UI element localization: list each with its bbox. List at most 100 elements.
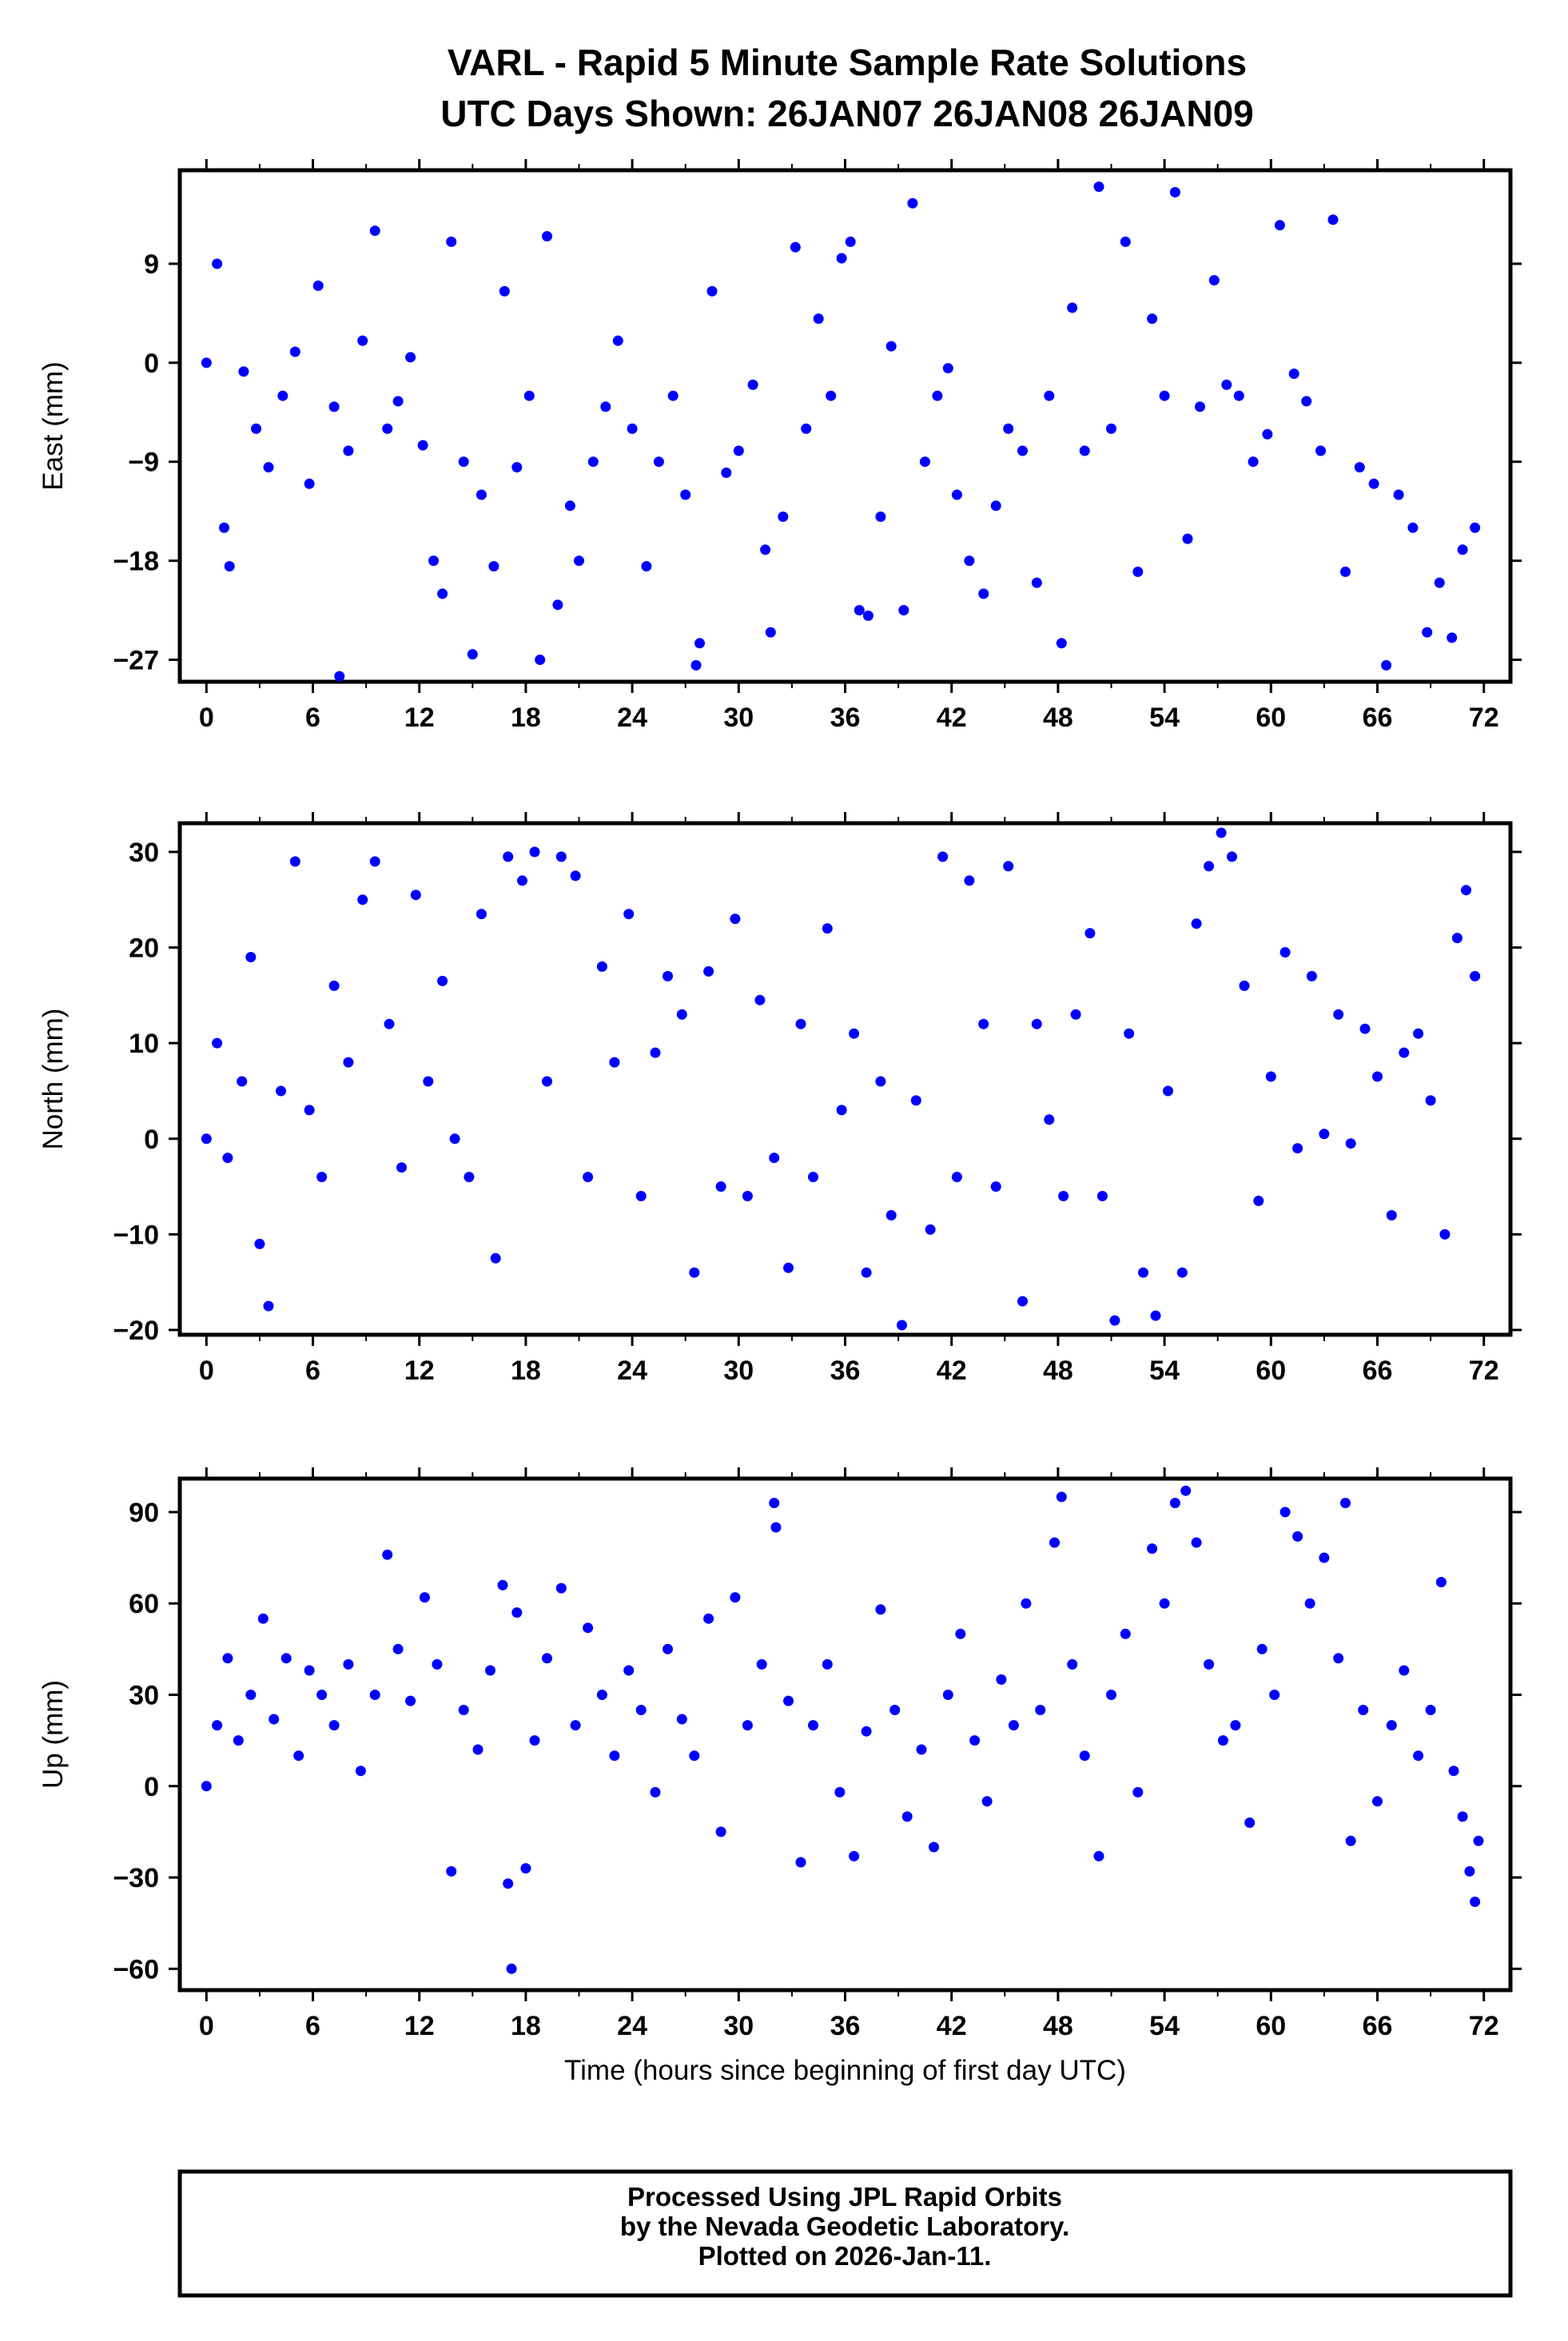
east-y-tick-label: 9 — [144, 249, 159, 280]
up-data-point — [1191, 1537, 1202, 1548]
up-data-point — [1386, 1720, 1397, 1731]
north-data-point — [1461, 885, 1471, 896]
up-x-tick-label: 66 — [1363, 2011, 1393, 2041]
north-data-point — [1031, 1018, 1042, 1029]
north-data-point — [357, 894, 368, 906]
east-data-point — [1120, 237, 1131, 247]
east-data-point — [765, 627, 776, 638]
east-data-point — [1221, 379, 1232, 390]
east-data-point — [1147, 313, 1158, 324]
east-data-point — [1457, 544, 1468, 555]
up-data-point — [328, 1720, 340, 1731]
north-data-point — [464, 1172, 475, 1183]
east-data-point — [667, 390, 679, 401]
east-data-point — [1067, 302, 1078, 313]
north-data-point — [978, 1018, 989, 1029]
up-y-tick-label: 0 — [144, 1772, 159, 1802]
up-data-point — [542, 1653, 552, 1664]
north-data-point — [201, 1133, 212, 1145]
east-data-point — [382, 423, 393, 434]
up-data-point — [1256, 1643, 1268, 1654]
east-data-point — [488, 561, 499, 571]
east-data-point — [1233, 390, 1244, 401]
east-data-point — [1003, 423, 1014, 434]
up-data-point — [1035, 1705, 1046, 1715]
east-data-point — [919, 456, 930, 468]
up-data-point — [1358, 1705, 1369, 1715]
north-x-tick-label: 24 — [617, 1356, 647, 1386]
north-data-point — [910, 1095, 921, 1106]
east-data-point — [1169, 187, 1180, 197]
east-data-point — [328, 401, 340, 412]
north-data-point — [861, 1267, 872, 1278]
up-panel: 0 6 12 18 24 30 36 42 48 54 60 66 72 90 60 30 0 −30 −60 Up … — [38, 1467, 1522, 2086]
north-data-point — [1227, 851, 1237, 862]
up-data-point — [1345, 1835, 1356, 1846]
north-data-point — [237, 1076, 248, 1087]
east-data-point — [1079, 445, 1090, 456]
east-data-point — [277, 390, 289, 401]
east-data-point — [357, 335, 368, 346]
up-data-point — [1159, 1598, 1170, 1609]
up-x-tick-label: 42 — [937, 2011, 967, 2041]
up-data-point — [233, 1735, 244, 1746]
north-data-point — [1425, 1095, 1436, 1106]
east-data-point — [747, 379, 758, 390]
east-data-point — [201, 357, 212, 368]
east-data-point — [263, 462, 274, 473]
east-y-tick-label: −18 — [113, 547, 159, 577]
up-data-point — [529, 1735, 540, 1746]
north-x-tick-label: 0 — [199, 1356, 214, 1386]
up-data-point — [756, 1658, 767, 1670]
east-data-point — [653, 456, 664, 468]
up-data-point — [1008, 1720, 1019, 1731]
up-data-point — [281, 1653, 292, 1664]
north-data-point — [1439, 1228, 1451, 1240]
east-data-point — [1044, 390, 1055, 401]
up-data-point — [212, 1720, 223, 1731]
north-data-point — [715, 1181, 726, 1192]
east-data-point — [343, 445, 354, 456]
north-data-point — [289, 856, 300, 867]
north-data-point — [808, 1172, 818, 1183]
up-x-tick-label: 0 — [199, 2011, 214, 2041]
north-data-point — [875, 1076, 886, 1087]
east-data-point — [1182, 533, 1193, 544]
north-data-point — [1124, 1028, 1135, 1039]
north-data-point — [849, 1028, 860, 1039]
up-data-point — [635, 1705, 647, 1715]
east-x-tick-label: 48 — [1043, 703, 1073, 733]
up-data-point — [583, 1622, 594, 1634]
east-data-point — [312, 281, 324, 291]
north-data-point — [1253, 1196, 1264, 1206]
chart-title: VARL - Rapid 5 Minute Sample Rate Soluti… — [448, 42, 1247, 83]
up-x-tick-label: 24 — [617, 2011, 647, 2041]
up-data-point — [1079, 1750, 1090, 1762]
up-data-point — [1132, 1786, 1144, 1798]
up-data-point — [769, 1498, 780, 1508]
east-data-point — [1422, 627, 1433, 638]
east-data-point — [1093, 181, 1104, 193]
up-data-point — [222, 1653, 233, 1664]
east-data-point — [1208, 275, 1220, 286]
east-data-point — [790, 241, 801, 253]
north-data-point — [1279, 947, 1291, 958]
east-data-point — [219, 522, 229, 533]
up-data-point — [458, 1705, 469, 1715]
north-x-tick-label: 36 — [830, 1356, 861, 1386]
east-data-point — [778, 512, 789, 522]
north-data-point — [1070, 1009, 1081, 1020]
east-data-point — [826, 390, 837, 401]
footer-line-2: by the Nevada Geodetic Laboratory. — [620, 2212, 1069, 2241]
east-data-point — [1340, 566, 1351, 577]
north-x-tick-label: 72 — [1469, 1356, 1499, 1386]
north-data-point — [1096, 1191, 1108, 1201]
east-data-point — [907, 197, 918, 209]
up-data-point — [1448, 1766, 1459, 1777]
north-data-point — [822, 923, 833, 934]
east-data-point — [1056, 638, 1067, 649]
up-data-point — [996, 1674, 1007, 1685]
east-data-point — [499, 285, 510, 297]
up-data-point — [609, 1750, 620, 1762]
east-data-point — [289, 346, 300, 357]
